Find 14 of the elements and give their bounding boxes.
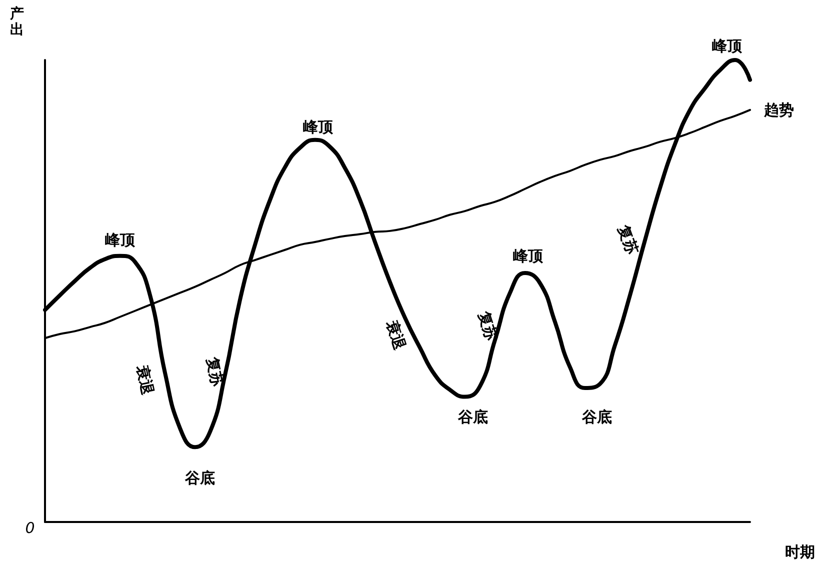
annotation: 峰顶: [513, 247, 544, 265]
annotation: 谷底: [184, 469, 215, 487]
annotation: 谷底: [457, 408, 488, 426]
annotation: 峰顶: [303, 118, 334, 136]
x-axis-title: 时期: [785, 543, 815, 561]
annotation: 谷底: [581, 408, 612, 426]
annotation: 峰顶: [105, 231, 136, 249]
series-label: 趋势: [763, 100, 794, 119]
annotation: 衰退: [382, 317, 410, 353]
text: 0: [25, 519, 35, 537]
annotation: 复苏: [614, 222, 642, 258]
y-axis-title: 产出: [9, 5, 24, 38]
text: 峰顶: [712, 37, 743, 55]
annotation: 衰退: [132, 362, 158, 398]
